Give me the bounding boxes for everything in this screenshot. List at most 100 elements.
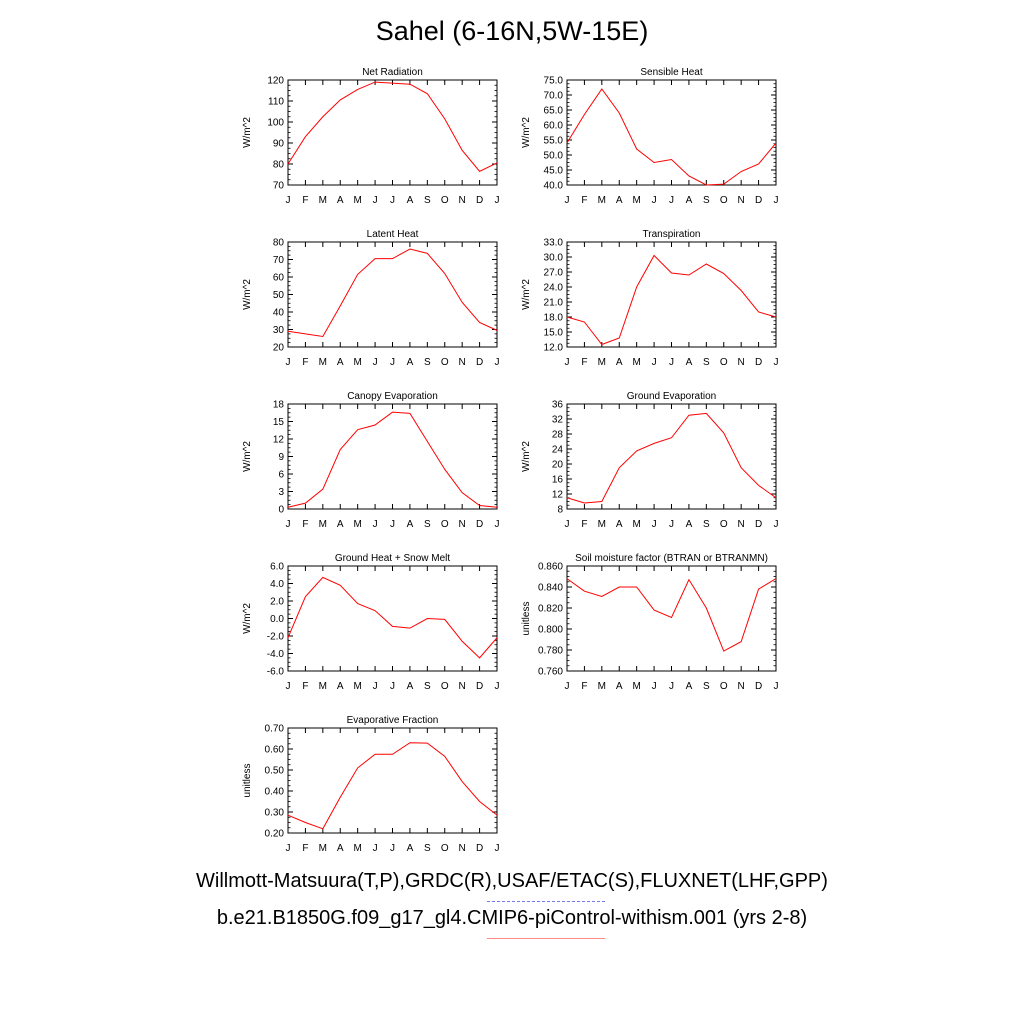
x-tick-label: A [616, 357, 623, 368]
figure-title: Sahel (6-16N,5W-15E) [375, 16, 649, 46]
y-tick-label: 8 [557, 505, 563, 516]
x-tick-label: J [286, 195, 291, 206]
y-tick-label: 24 [552, 445, 564, 456]
y-tick-label: 15 [273, 417, 285, 428]
y-tick-label: 0.40 [265, 787, 285, 798]
y-tick-label: 0.50 [265, 766, 285, 777]
x-tick-label: M [598, 195, 606, 206]
x-tick-label: J [652, 357, 657, 368]
y-tick-label: 50.0 [544, 151, 564, 162]
y-tick-label: 15.0 [544, 328, 564, 339]
x-tick-label: A [407, 843, 414, 854]
y-tick-label: 45.0 [544, 166, 564, 177]
y-tick-label: 40.0 [544, 181, 564, 192]
y-tick-label: 110 [268, 97, 284, 108]
x-tick-label: S [703, 195, 710, 206]
y-tick-label: 70.0 [544, 91, 564, 102]
panel-title: Canopy Evaporation [347, 391, 438, 402]
x-tick-label: J [495, 843, 500, 854]
y-tick-label: 9 [278, 452, 284, 463]
y-tick-label: 4.0 [270, 579, 284, 590]
x-tick-label: J [390, 195, 395, 206]
series-line [566, 412, 777, 504]
x-tick-label: J [495, 195, 500, 206]
y-tick-label: 0.20 [265, 829, 285, 840]
x-tick-label: J [286, 357, 291, 368]
series-line [287, 81, 498, 172]
chart-panel-9: Evaporative Fraction unitless 0.20 0.30 0.40… [242, 715, 500, 854]
x-tick-label: A [337, 681, 344, 692]
x-tick-label: D [755, 195, 762, 206]
legend-observations-line [487, 901, 605, 902]
x-tick-label: F [581, 357, 587, 368]
x-tick-label: O [441, 519, 449, 530]
x-tick-label: N [738, 195, 745, 206]
x-tick-label: J [286, 843, 291, 854]
y-tick-label: 30 [273, 325, 285, 336]
panel-title: Ground Evaporation [627, 391, 717, 402]
y-tick-label: 65.0 [544, 106, 564, 117]
x-tick-label: A [407, 195, 414, 206]
chart-panel-7: Ground Heat + Snow Melt W/m^2 -6.0 -4.0 -2.0… [242, 553, 500, 692]
x-tick-label: S [424, 357, 431, 368]
panel-title: Evaporative Fraction [347, 715, 439, 726]
y-tick-label: 32 [552, 415, 564, 426]
x-tick-label: J [774, 357, 779, 368]
x-tick-label: M [319, 843, 327, 854]
x-tick-label: N [738, 357, 745, 368]
x-tick-label: J [373, 519, 378, 530]
y-tick-label: 2.0 [270, 597, 284, 608]
y-tick-label: 40 [273, 308, 285, 319]
x-tick-label: J [774, 195, 779, 206]
x-tick-label: M [319, 357, 327, 368]
x-tick-label: J [286, 681, 291, 692]
x-tick-label: N [459, 195, 466, 206]
x-tick-label: M [319, 681, 327, 692]
x-tick-label: M [632, 195, 640, 206]
x-tick-label: J [565, 195, 570, 206]
x-tick-label: N [738, 681, 745, 692]
series-line [287, 248, 498, 338]
y-tick-label: 33.0 [544, 238, 564, 249]
x-tick-label: M [632, 519, 640, 530]
y-tick-label: 12 [552, 490, 564, 501]
series-line [566, 88, 777, 186]
y-tick-label: 80 [273, 238, 285, 249]
x-tick-label: J [390, 357, 395, 368]
y-tick-label: 20 [552, 460, 564, 471]
x-tick-label: J [373, 195, 378, 206]
x-tick-label: A [686, 357, 693, 368]
y-axis-label: W/m^2 [242, 117, 253, 148]
y-tick-label: -4.0 [267, 649, 285, 660]
y-tick-label: 6 [278, 470, 284, 481]
x-tick-label: J [373, 843, 378, 854]
x-tick-label: J [373, 681, 378, 692]
series-line [287, 576, 498, 659]
y-tick-label: 24.0 [544, 283, 564, 294]
x-tick-label: J [652, 519, 657, 530]
x-tick-label: O [441, 195, 449, 206]
x-tick-label: A [686, 195, 693, 206]
x-tick-label: A [407, 519, 414, 530]
x-tick-label: M [598, 681, 606, 692]
x-tick-label: D [755, 681, 762, 692]
x-tick-label: J [669, 195, 674, 206]
y-tick-label: 90 [273, 139, 285, 150]
y-tick-label: 100 [267, 118, 284, 129]
plot-frame [287, 79, 498, 186]
x-tick-label: N [459, 519, 466, 530]
x-tick-label: D [755, 357, 762, 368]
x-tick-label: D [476, 519, 483, 530]
x-tick-label: A [337, 519, 344, 530]
x-tick-label: A [337, 843, 344, 854]
x-tick-label: A [616, 681, 623, 692]
y-tick-label: 0.780 [538, 646, 563, 657]
series-line [566, 578, 777, 652]
x-tick-label: J [669, 519, 674, 530]
y-tick-label: 0.840 [538, 583, 563, 594]
x-tick-label: S [424, 195, 431, 206]
y-tick-label: 0.800 [538, 625, 563, 636]
x-tick-label: J [286, 519, 291, 530]
x-tick-label: J [390, 519, 395, 530]
